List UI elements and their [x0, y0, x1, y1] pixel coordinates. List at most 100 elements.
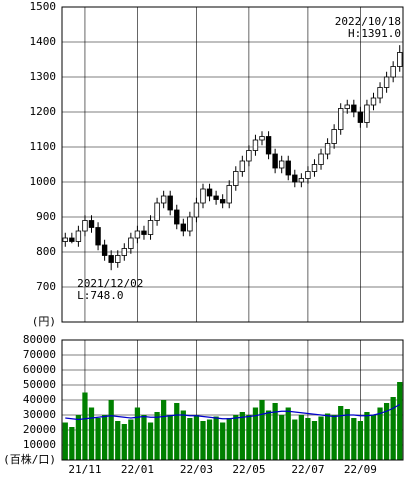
- volume-bar: [318, 416, 324, 460]
- candle-body: [351, 104, 357, 113]
- candle-body: [167, 195, 173, 211]
- volume-bar: [75, 415, 82, 460]
- x-tick-label: 22/05: [232, 463, 265, 476]
- volume-bar: [370, 415, 377, 460]
- candle-body: [383, 76, 390, 88]
- y-tick-label: 700: [36, 280, 56, 293]
- candle-body: [128, 237, 134, 249]
- y-tick-label: 1500: [30, 0, 57, 13]
- volume-bar: [134, 407, 141, 460]
- candle-body: [219, 199, 226, 204]
- candle-body: [141, 230, 147, 235]
- candle-body: [390, 66, 396, 78]
- candle-body: [239, 160, 246, 172]
- candle-body: [115, 255, 121, 263]
- candle-body: [298, 178, 305, 183]
- y-tick-label: (円): [32, 315, 56, 328]
- y-tick-label: 1100: [30, 140, 57, 153]
- candle-body: [318, 153, 324, 165]
- candle-body: [101, 244, 108, 256]
- candle-body: [331, 129, 337, 144]
- candle-body: [206, 188, 213, 197]
- candle-body: [246, 150, 252, 162]
- x-tick-label: 22/01: [121, 463, 154, 476]
- volume-bar: [364, 412, 370, 460]
- volume-bar: [82, 392, 88, 460]
- candle-body: [272, 153, 278, 169]
- volume-bar: [200, 421, 206, 460]
- volume-bar: [88, 407, 95, 460]
- y-tick-label: (百株/口): [3, 452, 56, 466]
- volume-bar: [115, 421, 121, 460]
- candle-body: [180, 223, 187, 232]
- volume-bar: [147, 422, 154, 460]
- candle-body: [213, 195, 219, 200]
- volume-bar: [193, 415, 200, 460]
- volume-bar: [154, 412, 160, 460]
- candle-body: [311, 164, 318, 172]
- volume-bar: [180, 410, 186, 460]
- candle-body: [121, 248, 127, 256]
- moving-average: [65, 403, 401, 421]
- candle-body: [292, 174, 298, 183]
- volume-bar: [161, 400, 167, 460]
- y-tick-label: 60000: [23, 363, 56, 376]
- annotation: H:1391.0: [348, 27, 401, 40]
- candle-body: [187, 216, 193, 232]
- volume-bar: [397, 382, 403, 460]
- candle-body: [75, 230, 82, 242]
- volume-bar: [357, 421, 363, 460]
- candle-body: [108, 255, 114, 263]
- candle-body: [147, 220, 154, 235]
- volume-bar: [383, 403, 390, 460]
- volume-bar: [351, 418, 357, 460]
- y-tick-label: 30000: [23, 408, 56, 421]
- y-tick-label: 20000: [23, 423, 56, 436]
- volume-bar: [344, 409, 350, 460]
- volume-bar: [338, 406, 344, 460]
- annotation: L:748.0: [77, 289, 123, 302]
- candle-body: [88, 220, 95, 228]
- y-tick-label: 40000: [23, 393, 56, 406]
- candle-body: [134, 230, 141, 239]
- plot-area: [62, 7, 403, 322]
- x-tick-label: 22/09: [344, 463, 377, 476]
- volume-bar: [226, 418, 232, 460]
- plot-border: [61, 6, 404, 323]
- x-tick-label: 22/03: [180, 463, 213, 476]
- candle-body: [174, 209, 180, 225]
- volume-bar: [128, 419, 134, 460]
- candle-body: [370, 97, 377, 106]
- candle-body: [357, 111, 364, 123]
- candle-body: [338, 108, 344, 130]
- volume-bar: [305, 418, 311, 460]
- volume-bar: [102, 415, 108, 460]
- volume-bar: [141, 415, 147, 460]
- candle-body: [364, 104, 370, 123]
- volume-bar: [265, 410, 272, 460]
- candle-body: [154, 202, 160, 221]
- volume-bar: [324, 413, 331, 460]
- volume-bar: [121, 424, 127, 460]
- candle-body: [62, 237, 68, 242]
- y-tick-label: 1200: [30, 105, 57, 118]
- volume-bar: [108, 400, 114, 460]
- volume-bar: [95, 418, 101, 460]
- volume-bar: [220, 422, 226, 460]
- volume-bar: [213, 416, 219, 460]
- x-tick-label: 21/11: [68, 463, 101, 476]
- y-tick-label: 80000: [23, 333, 56, 346]
- volume-bar: [298, 415, 304, 460]
- candle-body: [305, 171, 311, 179]
- volume-bar: [279, 415, 285, 460]
- candle-body: [95, 227, 101, 246]
- candle-body: [226, 185, 232, 204]
- annotation: 2022/10/18: [335, 15, 401, 28]
- candle-body: [160, 195, 167, 204]
- candle-body: [285, 160, 291, 176]
- volume-bar: [69, 427, 75, 460]
- y-tick-label: 1000: [30, 175, 57, 188]
- volume-bar: [311, 421, 318, 460]
- volume-bar: [167, 415, 173, 460]
